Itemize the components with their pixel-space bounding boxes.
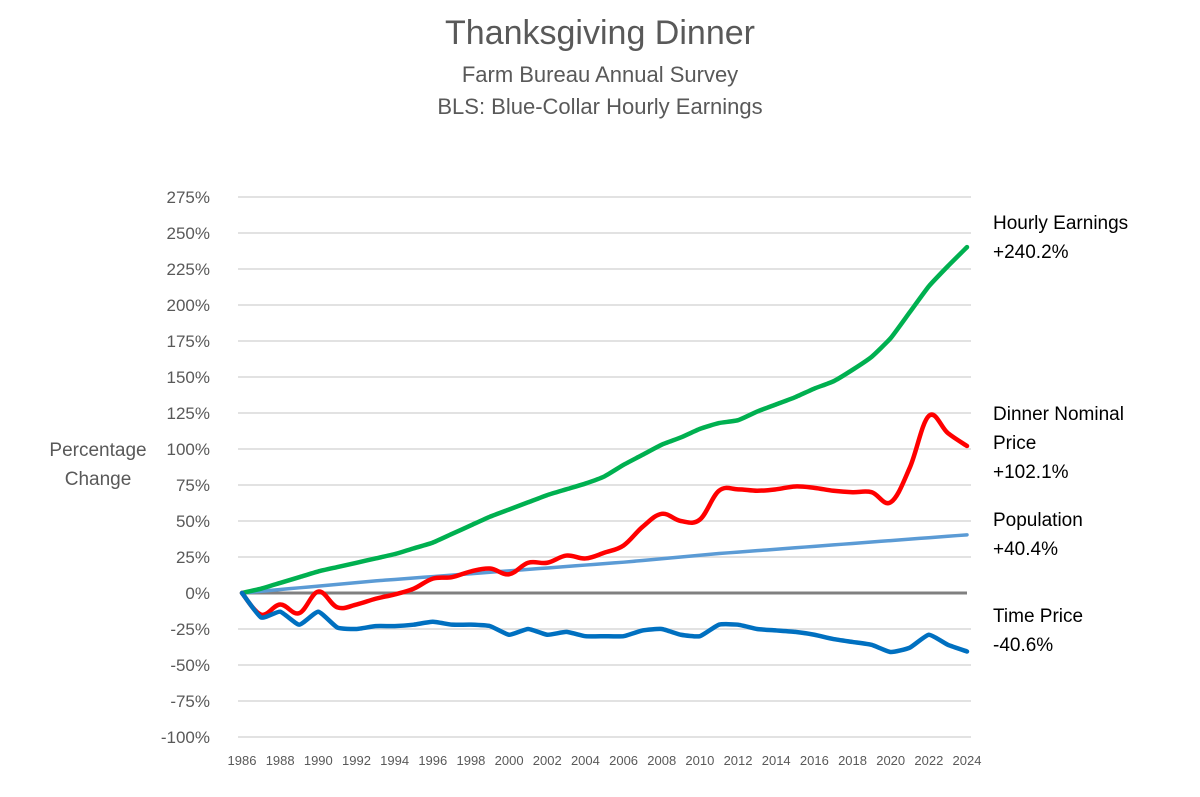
x-tick-label: 2016: [800, 753, 829, 768]
y-tick-label: 200%: [167, 296, 210, 315]
series-end-value: -40.6%: [993, 635, 1054, 656]
x-tick-label: 1990: [304, 753, 333, 768]
y-tick-label: 275%: [167, 188, 210, 207]
series-label-time-price: Time Price -40.6%: [993, 602, 1083, 660]
series-name: Time Price: [993, 606, 1084, 627]
chart-title: Thanksgiving Dinner: [445, 14, 755, 52]
x-tick-label: 2022: [914, 753, 943, 768]
series-end-value: +102.1%: [993, 462, 1069, 483]
x-tick-label: 1998: [456, 753, 485, 768]
y-tick-label: -50%: [170, 656, 210, 675]
y-tick-label: -75%: [170, 692, 210, 711]
series-end-value: +240.2%: [993, 242, 1069, 263]
y-tick-label: -25%: [170, 620, 210, 639]
x-tick-label: 2014: [762, 753, 791, 768]
x-tick-label: 2012: [724, 753, 753, 768]
series-name: Hourly Earnings: [993, 213, 1129, 234]
y-tick-label: 150%: [167, 368, 210, 387]
x-tick-label: 1994: [380, 753, 409, 768]
x-tick-label: 2010: [685, 753, 714, 768]
x-tick-label: 2024: [953, 753, 982, 768]
y-tick-label: 100%: [167, 440, 210, 459]
y-tick-label: 75%: [176, 476, 210, 495]
series-label-population: Population +40.4%: [993, 506, 1083, 564]
y-tick-label: 225%: [167, 260, 210, 279]
x-tick-label: 2000: [495, 753, 524, 768]
x-tick-label: 1996: [418, 753, 447, 768]
y-tick-label: 25%: [176, 548, 210, 567]
series-line-population: [240, 533, 969, 595]
x-tick-label: 2004: [571, 753, 600, 768]
y-tick-label: 0%: [185, 584, 210, 603]
series-label-dinner-nominal-price: Dinner Nominal Price +102.1%: [993, 400, 1133, 487]
series-line-time-price: [239, 590, 970, 655]
x-tick-label: 1986: [228, 753, 257, 768]
x-tick-label: 2006: [609, 753, 638, 768]
x-tick-label: 2020: [876, 753, 905, 768]
y-tick-label: 250%: [167, 224, 210, 243]
series-line-dinner-nominal-price: [239, 412, 970, 618]
y-tick-label: 50%: [176, 512, 210, 531]
x-tick-label: 1988: [266, 753, 295, 768]
series-name: Population: [993, 510, 1083, 531]
chart-subtitle-1: Farm Bureau Annual Survey: [461, 62, 739, 87]
series-name: Dinner Nominal Price: [993, 404, 1124, 454]
series-end-value: +40.4%: [993, 539, 1058, 560]
series-line-hourly-earnings: [239, 244, 970, 596]
y-tick-label: 125%: [167, 404, 210, 423]
x-tick-label: 2008: [647, 753, 676, 768]
y-tick-label: 175%: [167, 332, 210, 351]
chart-subtitle-2: BLS: Blue-Collar Hourly Earnings: [437, 94, 763, 119]
series-label-hourly-earnings: Hourly Earnings +240.2%: [993, 209, 1128, 267]
x-tick-label: 2002: [533, 753, 562, 768]
y-axis-label: Percentage Change: [49, 440, 147, 490]
x-tick-label: 2018: [838, 753, 867, 768]
y-tick-label: -100%: [161, 728, 210, 747]
x-tick-label: 1992: [342, 753, 371, 768]
